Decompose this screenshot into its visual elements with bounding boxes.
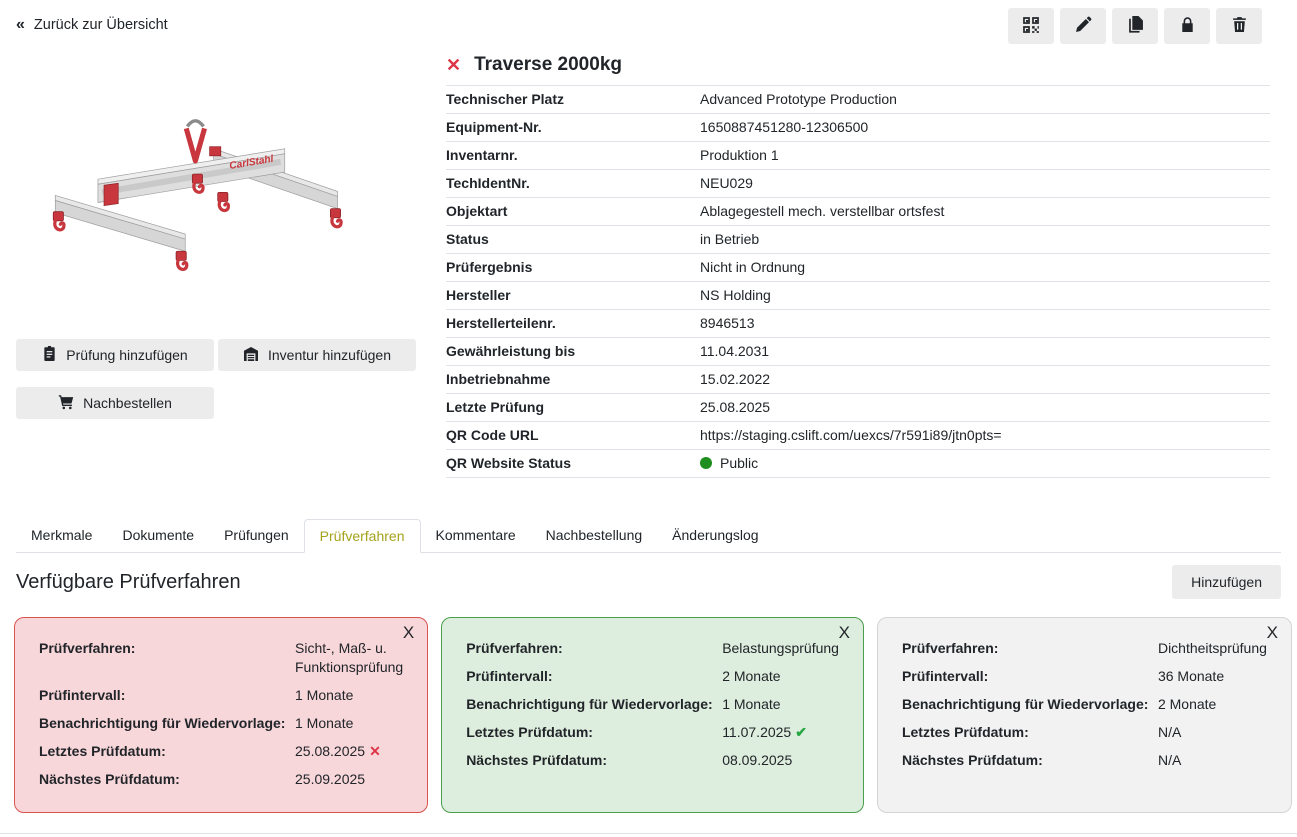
page-title: Traverse 2000kg: [474, 54, 622, 75]
tab-bar: Merkmale Dokumente Prüfungen Prüfverfahr…: [16, 519, 1281, 553]
edit-button[interactable]: [1060, 8, 1106, 44]
lock-icon: [1179, 16, 1196, 36]
tab-nachbestellung[interactable]: Nachbestellung: [545, 527, 643, 543]
detail-row: Herstellerteilenr. 8946513: [446, 309, 1270, 337]
check-icon: ✔: [795, 724, 807, 740]
detail-row: Gewährleistung bis 11.04.2031: [446, 337, 1270, 365]
clipboard-icon: [42, 346, 57, 364]
tab-pruefverfahren[interactable]: Prüfverfahren: [303, 519, 421, 553]
tab-pruefungen[interactable]: Prüfungen: [224, 527, 289, 543]
back-link-label: Zurück zur Übersicht: [33, 17, 168, 33]
status-x-icon: ✕: [446, 55, 462, 75]
bottom-divider: [0, 833, 1297, 834]
detail-row: Objektart Ablagegestell mech. verstellbar…: [446, 197, 1270, 225]
procedure-card-danger: X Prüfverfahren: Sicht-, Maß- u. Funktion…: [14, 617, 429, 813]
section-title: Verfügbare Prüfverfahren: [16, 570, 241, 593]
tab-aenderungslog[interactable]: Änderungslog: [672, 527, 759, 543]
detail-row: TechIdentNr. NEU029: [446, 169, 1270, 197]
trash-icon: [1231, 16, 1248, 36]
cart-icon: [58, 394, 74, 413]
toolbar: [1008, 8, 1262, 44]
qr-code-url: https://staging.cslift.com/uexcs/7r591i8…: [700, 427, 1002, 443]
tab-merkmale[interactable]: Merkmale: [31, 527, 93, 543]
product-image: CarlStahl: [35, 105, 370, 295]
procedure-card-neutral: X Prüfverfahren: Dichtheitsprüfung Prüfin…: [876, 617, 1292, 813]
add-inspection-button[interactable]: Prüfung hinzufügen: [16, 339, 214, 371]
duplicate-button[interactable]: [1112, 8, 1158, 44]
card-close-button[interactable]: X: [838, 623, 850, 642]
detail-row-qr-url: QR Code URL https://staging.cslift.com/ue…: [446, 421, 1270, 449]
detail-row: Inbetriebnahme 15.02.2022: [446, 365, 1270, 393]
delete-button[interactable]: [1216, 8, 1262, 44]
detail-row: Prüfergebnis Nicht in Ordnung: [446, 253, 1270, 281]
qr-code-icon: [1022, 16, 1040, 37]
side-actions: Prüfung hinzufügen Inventur hinzufügen N…: [16, 339, 416, 435]
section-head: Verfügbare Prüfverfahren Hinzufügen: [16, 565, 1281, 599]
reorder-button[interactable]: Nachbestellen: [16, 387, 214, 419]
detail-row: Equipment-Nr. 1650887451280-12306500: [446, 113, 1270, 141]
fail-x-icon: ✕: [369, 743, 381, 759]
warehouse-icon: [243, 346, 259, 365]
pencil-icon: [1075, 16, 1092, 36]
detail-row: Inventarnr. Produktion 1: [446, 141, 1270, 169]
procedure-cards: X Prüfverfahren: Sicht-, Maß- u. Funktion…: [14, 617, 1292, 813]
detail-row: Technischer Platz Advanced Prototype Prod…: [446, 85, 1270, 113]
equipment-details: ✕ Traverse 2000kg Technischer Platz Advan…: [446, 54, 1270, 478]
tab-dokumente[interactable]: Dokumente: [122, 527, 195, 543]
copy-icon: [1127, 16, 1144, 36]
public-status-dot-icon: [700, 457, 712, 469]
add-inventory-button[interactable]: Inventur hinzufügen: [218, 339, 416, 371]
procedure-card-success: X Prüfverfahren: Belastungsprüfung Prüfin…: [441, 617, 864, 813]
card-close-button[interactable]: X: [402, 623, 415, 642]
tab-kommentare[interactable]: Kommentare: [435, 527, 516, 543]
lock-button[interactable]: [1164, 8, 1210, 44]
card-close-button[interactable]: X: [1266, 623, 1278, 642]
add-procedure-button[interactable]: Hinzufügen: [1172, 565, 1281, 599]
qr-code-button[interactable]: [1008, 8, 1054, 44]
detail-row: Letzte Prüfung 25.08.2025: [446, 393, 1270, 421]
detail-row: Hersteller NS Holding: [446, 281, 1270, 309]
back-to-overview-link[interactable]: « Zurück zur Übersicht: [16, 16, 168, 34]
qr-status-value: Public: [720, 455, 759, 471]
detail-row-qr-status: QR Website Status Public: [446, 449, 1270, 478]
detail-row: Status in Betrieb: [446, 225, 1270, 253]
double-chevron-left-icon: «: [16, 16, 25, 33]
